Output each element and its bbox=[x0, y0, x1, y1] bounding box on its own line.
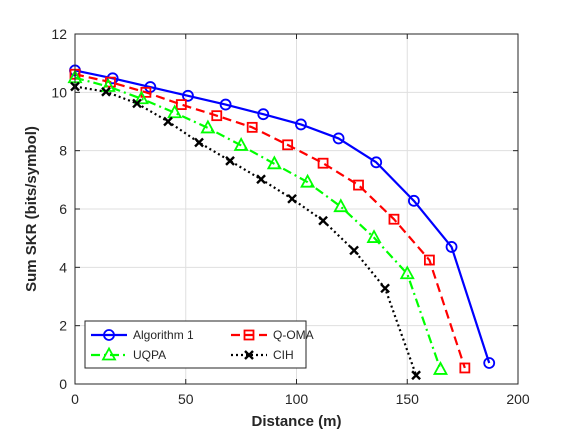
legend-entry: CIH bbox=[231, 348, 294, 362]
data-point bbox=[101, 86, 111, 97]
y-tick-label: 8 bbox=[59, 143, 67, 159]
data-point bbox=[167, 104, 183, 119]
data-point bbox=[423, 254, 435, 266]
data-point bbox=[282, 139, 294, 151]
data-point bbox=[233, 137, 249, 151]
y-tick-label: 0 bbox=[59, 376, 67, 392]
data-point bbox=[200, 119, 216, 134]
data-point bbox=[105, 76, 116, 88]
y-tick-label: 6 bbox=[59, 201, 67, 217]
x-tick-label: 100 bbox=[285, 391, 309, 407]
data-point bbox=[132, 98, 142, 109]
legend-marker bbox=[103, 329, 115, 341]
series-line bbox=[74, 73, 466, 369]
data-point bbox=[411, 370, 421, 381]
data-point bbox=[333, 198, 349, 213]
series-uqpa bbox=[67, 69, 448, 375]
legend-marker bbox=[244, 350, 254, 360]
legend-entry: Algorithm 1 bbox=[91, 328, 194, 342]
series-q-oma bbox=[69, 68, 471, 374]
legend: Algorithm 1 Q-OMA UQPA CIH bbox=[84, 320, 314, 369]
series-line bbox=[74, 76, 442, 370]
data-point bbox=[459, 362, 471, 374]
data-point bbox=[318, 215, 328, 226]
data-point bbox=[366, 229, 382, 243]
data-point bbox=[399, 265, 415, 280]
series-line bbox=[74, 85, 418, 376]
data-point bbox=[182, 89, 194, 102]
legend-marker bbox=[243, 329, 255, 341]
legend-entry: UQPA bbox=[91, 346, 166, 362]
y-tick-label: 10 bbox=[51, 84, 67, 100]
axes: 0 50 100 150 200 0 2 4 6 8 10 12 bbox=[51, 26, 529, 407]
y-tick-label: 2 bbox=[59, 318, 67, 334]
data-point bbox=[256, 174, 266, 185]
y-tick-label: 12 bbox=[51, 26, 67, 42]
y-tick-label: 4 bbox=[59, 259, 67, 275]
data-point bbox=[317, 157, 329, 169]
x-tick-label: 0 bbox=[71, 391, 79, 407]
data-point bbox=[353, 179, 364, 191]
data-point bbox=[194, 137, 204, 148]
data-point bbox=[370, 156, 383, 169]
legend-label: Q-OMA bbox=[273, 328, 314, 342]
legend-box bbox=[84, 320, 307, 369]
series-cih bbox=[70, 81, 421, 381]
data-point bbox=[266, 155, 282, 170]
data-point bbox=[257, 108, 270, 121]
data-point bbox=[175, 99, 187, 110]
data-point bbox=[332, 132, 345, 145]
legend-marker bbox=[101, 346, 117, 361]
data-point bbox=[211, 110, 223, 122]
data-point bbox=[133, 90, 149, 105]
series-line bbox=[74, 69, 491, 364]
x-tick-label: 50 bbox=[178, 391, 194, 407]
data-point bbox=[219, 98, 232, 111]
data-point bbox=[388, 213, 400, 225]
data-point bbox=[349, 245, 359, 256]
data-point bbox=[445, 241, 458, 253]
y-axis-label: Sum SKR (bits/symbol) bbox=[23, 126, 40, 292]
data-point bbox=[432, 361, 448, 375]
data-point bbox=[163, 116, 173, 127]
data-point bbox=[295, 118, 307, 131]
data-point bbox=[225, 156, 235, 166]
legend-label: CIH bbox=[273, 348, 294, 362]
data-point bbox=[287, 193, 297, 204]
data-point bbox=[380, 283, 390, 294]
x-axis-label: Distance (m) bbox=[251, 413, 341, 430]
series-layer bbox=[67, 64, 496, 381]
x-tick-label: 150 bbox=[396, 391, 420, 407]
legend-entry: Q-OMA bbox=[231, 328, 314, 342]
legend-label: Algorithm 1 bbox=[133, 328, 194, 342]
data-point bbox=[407, 194, 420, 207]
data-point bbox=[246, 121, 258, 133]
data-point bbox=[300, 173, 316, 188]
data-point bbox=[483, 357, 496, 369]
x-tick-label: 200 bbox=[506, 391, 530, 407]
legend-label: UQPA bbox=[133, 348, 166, 362]
